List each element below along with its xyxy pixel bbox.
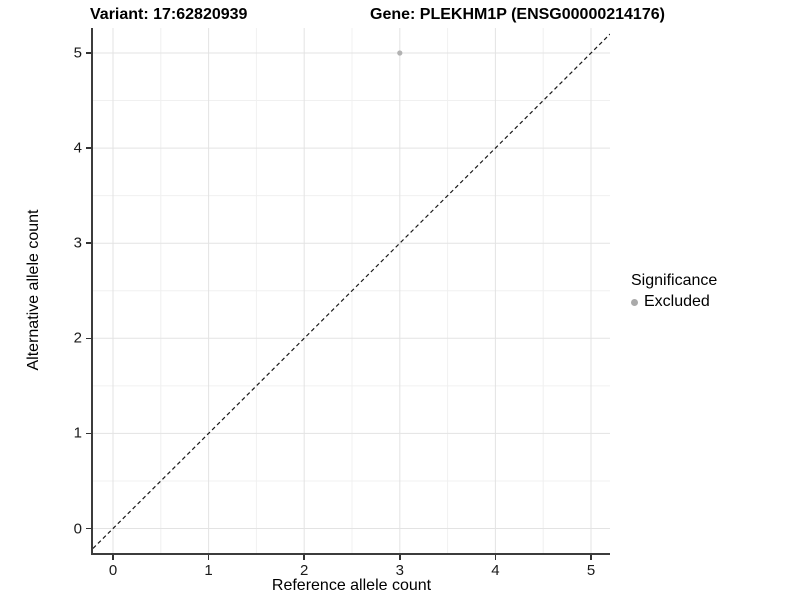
y-tick-label: 0	[73, 520, 82, 537]
y-tick-mark	[86, 432, 91, 435]
legend-title: Significance	[631, 272, 718, 289]
x-tick-mark	[112, 555, 114, 560]
x-tick-mark	[207, 555, 210, 560]
x-tick-mark	[303, 555, 305, 560]
y-tick-mark	[86, 527, 91, 530]
y-tick-mark	[86, 52, 91, 54]
plot-panel	[91, 28, 610, 555]
x-tick-mark	[494, 555, 497, 560]
legend-item: Excluded	[631, 293, 717, 311]
plot-canvas	[93, 28, 610, 553]
y-tick-label: 5	[73, 44, 82, 62]
y-tick-label: 3	[73, 234, 82, 252]
y-tick-label: 2	[73, 329, 82, 347]
y-axis-title: Alternative allele count	[25, 209, 42, 371]
x-tick-label: 0	[108, 562, 118, 579]
x-tick-mark	[590, 555, 592, 560]
legend-item-label: Excluded	[644, 293, 710, 310]
data-point	[397, 50, 403, 56]
identity-reference-line	[93, 33, 610, 549]
x-tick-label: 4	[491, 562, 500, 579]
y-tick-mark	[86, 337, 91, 340]
x-axis-title: Reference allele count	[271, 577, 432, 594]
x-tick-label: 3	[395, 562, 404, 579]
y-tick-mark	[86, 147, 91, 149]
x-tick-label: 5	[586, 562, 596, 579]
variant-title: Variant: 17:62820939	[90, 6, 248, 23]
y-tick-label: 1	[73, 424, 82, 442]
x-tick-label: 2	[300, 562, 309, 579]
y-tick-mark	[86, 242, 91, 244]
y-tick-label: 4	[73, 139, 82, 157]
legend-items: Excluded	[631, 293, 717, 311]
legend-point-icon	[631, 298, 638, 306]
x-tick-mark	[399, 555, 401, 560]
legend: Significance Excluded	[631, 272, 717, 311]
gene-title: Gene: PLEKHM1P (ENSG00000214176)	[370, 6, 665, 23]
x-tick-label: 1	[204, 562, 213, 579]
